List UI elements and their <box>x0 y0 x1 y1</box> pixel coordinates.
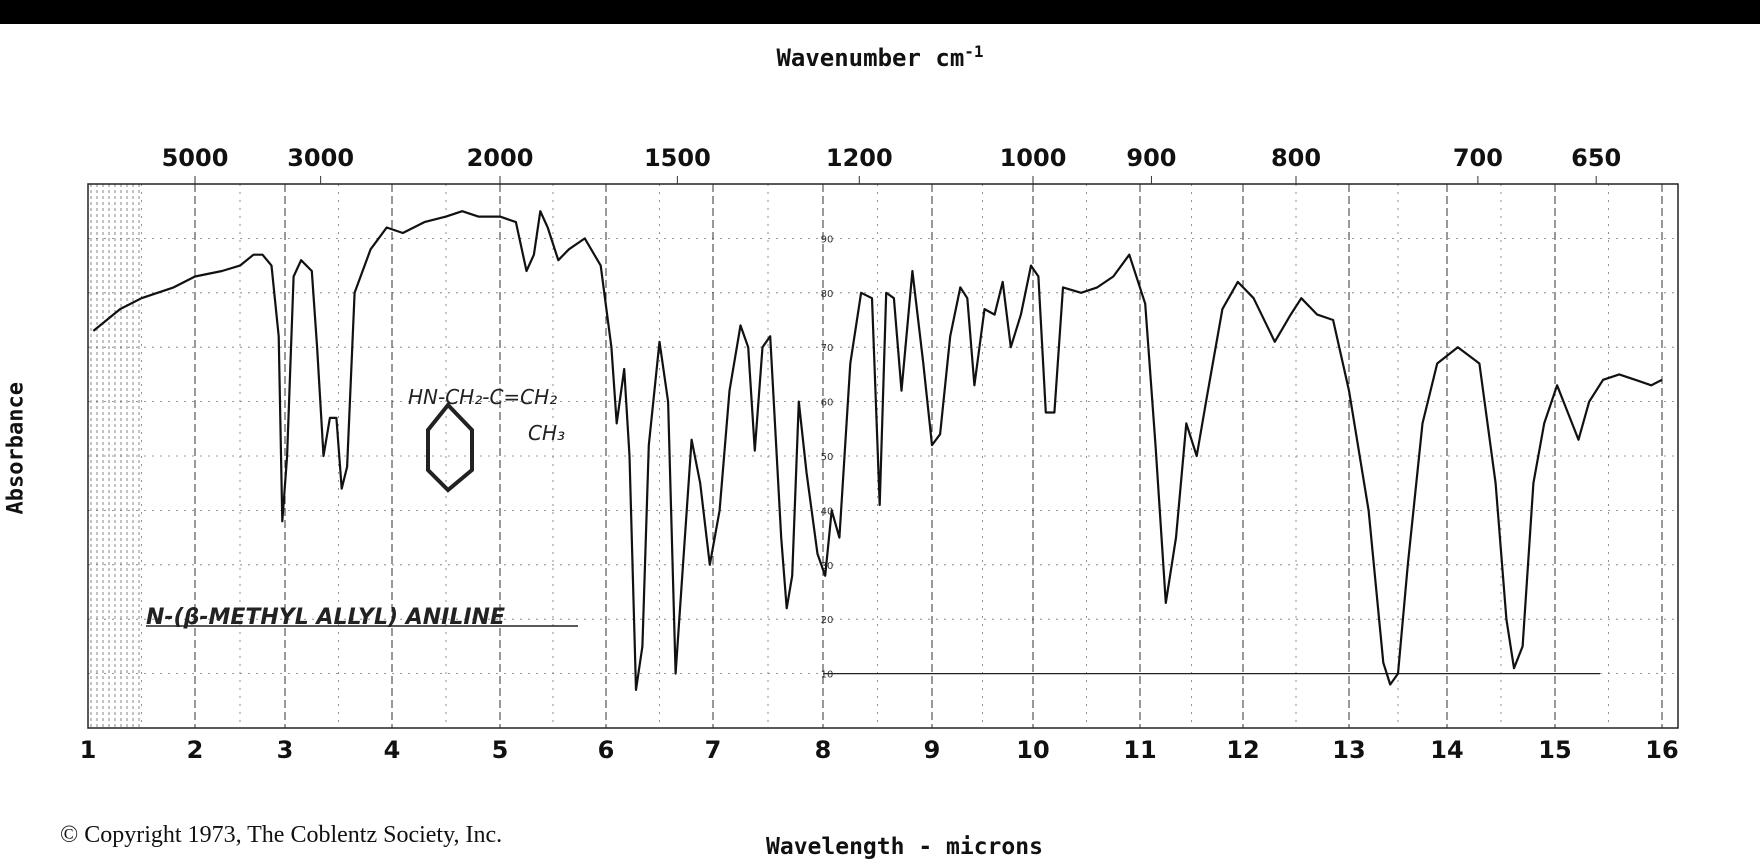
top-tick-label: 1000 <box>1000 144 1067 172</box>
top-tick-label: 1500 <box>644 144 711 172</box>
bottom-axis-title: Wavelength - microns <box>766 834 1043 860</box>
inner-y-tick-label: 20 <box>821 615 834 626</box>
x-tick-label: 9 <box>924 736 941 764</box>
inner-y-tick-label: 80 <box>821 289 834 300</box>
top-tick-label: 5000 <box>162 144 229 172</box>
benzene-ring-drawing <box>426 401 474 493</box>
x-tick-label: 14 <box>1430 736 1463 764</box>
x-tick-label: 7 <box>705 736 722 764</box>
x-tick-label: 3 <box>277 736 294 764</box>
x-tick-label: 8 <box>815 736 832 764</box>
inner-y-tick-label: 40 <box>821 506 834 517</box>
x-tick-label: 5 <box>492 736 509 764</box>
top-tick-label: 700 <box>1453 144 1503 172</box>
x-tick-label: 13 <box>1332 736 1365 764</box>
x-tick-label: 16 <box>1645 736 1678 764</box>
top-tick-label: 1200 <box>826 144 893 172</box>
top-tick-label: 900 <box>1126 144 1176 172</box>
minor-grid <box>88 184 1678 728</box>
inner-y-tick-label: 60 <box>821 398 834 409</box>
x-tick-label: 6 <box>598 736 615 764</box>
inner-y-tick-label: 90 <box>821 234 834 245</box>
spectrum-line <box>92 210 1663 691</box>
inner-y-tick-label: 50 <box>821 452 834 463</box>
top-axis-title: Wavenumber cm-1 <box>776 42 984 72</box>
x-tick-label: 11 <box>1123 736 1156 764</box>
top-black-bar <box>0 0 1760 24</box>
top-tick-labels: 5000 3000 2000 1500 1200 1000 900 800 700 650 <box>162 144 1621 184</box>
x-tick-label: 2 <box>187 736 204 764</box>
formula-line-1: HN-CH₂-C=CH₂ <box>408 385 557 409</box>
x-tick-label: 10 <box>1016 736 1049 764</box>
top-tick-label: 3000 <box>287 144 354 172</box>
inner-y-tick-label: 70 <box>821 343 834 354</box>
x-tick-label: 12 <box>1226 736 1259 764</box>
top-tick-label: 650 <box>1571 144 1621 172</box>
x-tick-label: 4 <box>384 736 401 764</box>
bottom-tick-labels: 1 2 3 4 5 6 7 8 9 10 11 12 13 14 15 16 <box>80 736 1679 764</box>
x-tick-label: 15 <box>1538 736 1571 764</box>
x-tick-label: 1 <box>80 736 97 764</box>
plot-frame <box>87 183 1679 729</box>
formula-line-2: CH₃ <box>528 421 565 445</box>
inner-y-tick-label: 10 <box>821 670 834 681</box>
top-tick-label: 800 <box>1271 144 1321 172</box>
copyright-notice: © Copyright 1973, The Coblentz Society, … <box>60 822 503 848</box>
top-tick-label: 2000 <box>467 144 534 172</box>
